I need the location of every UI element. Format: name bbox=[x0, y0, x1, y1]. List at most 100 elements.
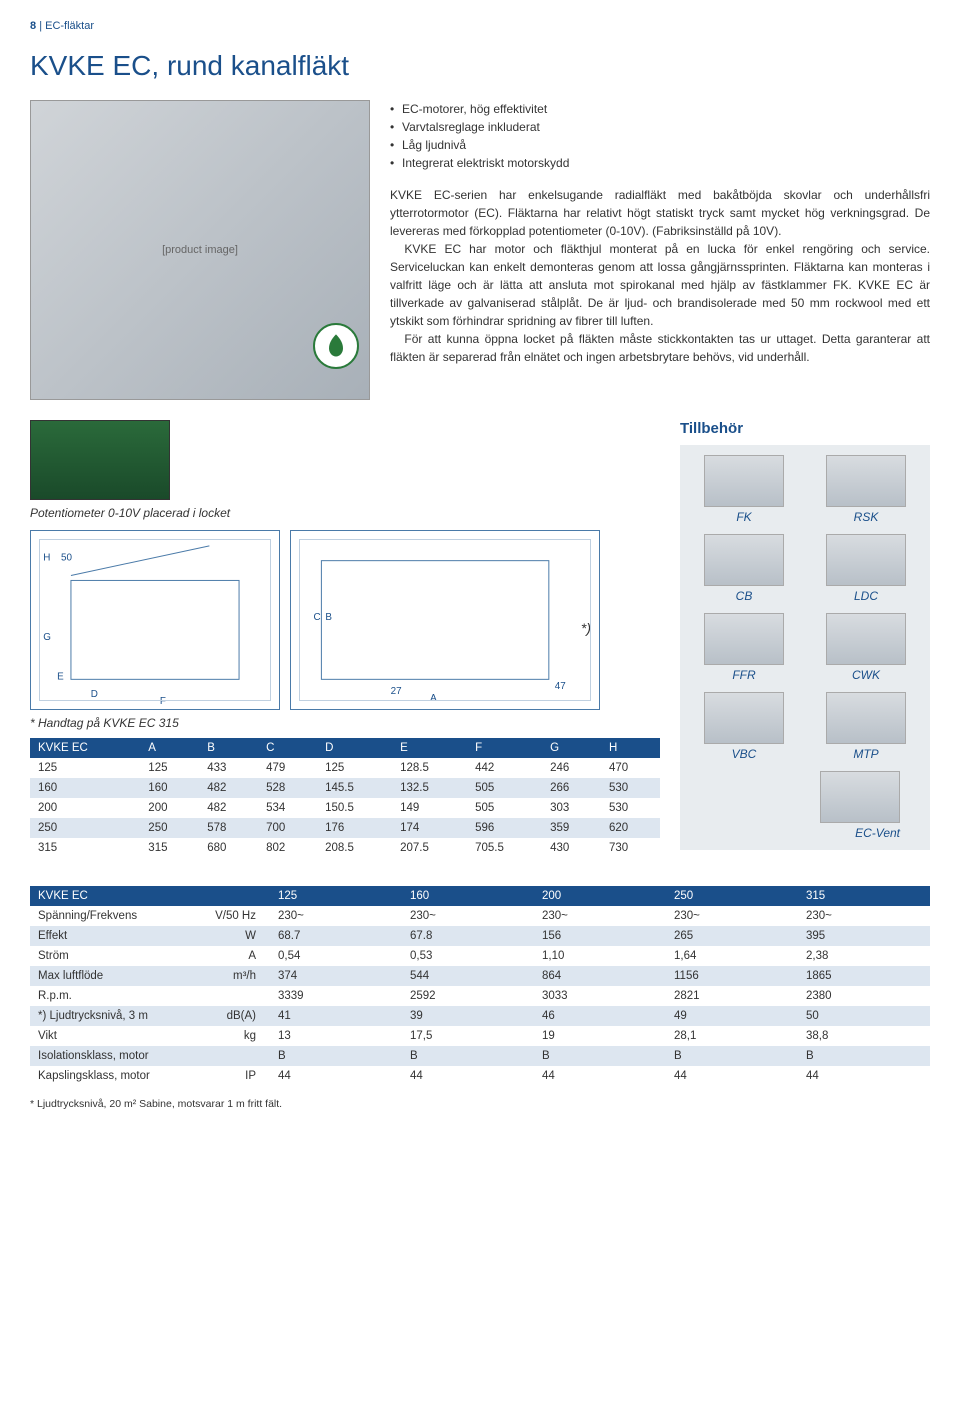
table-footnote: * Ljudtrycksnivå, 20 m² Sabine, motsvara… bbox=[30, 1098, 930, 1110]
potentiometer-caption: Potentiometer 0-10V placerad i locket bbox=[30, 506, 660, 520]
accessory-label: VBC bbox=[732, 747, 757, 761]
table-row: *) Ljudtrycksnivå, 3 mdB(A)4139464950 bbox=[30, 1006, 930, 1026]
table-header-cell: D bbox=[317, 738, 392, 758]
table-cell: 482 bbox=[199, 798, 258, 818]
table-cell: 0,54 bbox=[270, 946, 402, 966]
table-cell: m³/h bbox=[200, 966, 270, 986]
specifications-table: KVKE EC125160200250315 Spänning/Frekvens… bbox=[30, 886, 930, 1086]
paragraph: KVKE EC-serien har enkelsugande radialfl… bbox=[390, 186, 930, 240]
table-row: 160160482528145.5132.5505266530 bbox=[30, 778, 660, 798]
accessory-label: FK bbox=[736, 510, 751, 524]
table-cell: 530 bbox=[601, 778, 660, 798]
svg-text:A: A bbox=[430, 693, 437, 704]
accessory-item: CB bbox=[690, 534, 798, 603]
table-header-cell bbox=[200, 886, 270, 906]
table-cell: 2,38 bbox=[798, 946, 930, 966]
table-cell: IP bbox=[200, 1066, 270, 1086]
table-cell: 730 bbox=[601, 838, 660, 858]
accessory-item: FFR bbox=[690, 613, 798, 682]
table-cell: R.p.m. bbox=[30, 986, 200, 1006]
table-cell: 303 bbox=[542, 798, 601, 818]
accessory-item: VBC bbox=[690, 692, 798, 761]
accessory-label: RSK bbox=[854, 510, 879, 524]
bullet-item: EC-motorer, hög effektivitet bbox=[390, 100, 930, 118]
product-photo: [product image] bbox=[30, 100, 370, 400]
paragraph: För att kunna öppna locket på fläkten må… bbox=[390, 330, 930, 366]
accessory-label: MTP bbox=[853, 747, 878, 761]
table-cell: 230~ bbox=[270, 906, 402, 926]
table-row: EffektW68.767.8156265395 bbox=[30, 926, 930, 946]
accessories-grid: FK RSK CB LDC FFR CWK VBC MTP EC-Vent bbox=[680, 445, 930, 850]
table-cell: 1,64 bbox=[666, 946, 798, 966]
handle-footnote: * Handtag på KVKE EC 315 bbox=[30, 716, 660, 730]
table-cell: 230~ bbox=[402, 906, 534, 926]
table-cell: 315 bbox=[140, 838, 199, 858]
accessory-thumb bbox=[704, 534, 784, 586]
svg-text:F: F bbox=[160, 696, 166, 707]
table-cell: Effekt bbox=[30, 926, 200, 946]
table-cell: 2380 bbox=[798, 986, 930, 1006]
table-cell: 479 bbox=[258, 758, 317, 778]
accessory-thumb bbox=[826, 613, 906, 665]
table-cell: 39 bbox=[402, 1006, 534, 1026]
green-ventilation-badge bbox=[313, 323, 359, 369]
table-cell: kg bbox=[200, 1026, 270, 1046]
accessory-item: EC-Vent bbox=[690, 771, 920, 840]
table-cell: B bbox=[534, 1046, 666, 1066]
table-row: Max luftflödem³/h37454486411561865 bbox=[30, 966, 930, 986]
table-cell: 160 bbox=[30, 778, 140, 798]
page-number: 8 bbox=[30, 20, 36, 32]
table-cell: 3033 bbox=[534, 986, 666, 1006]
drawing-side: H 50 G E D F bbox=[30, 530, 280, 710]
table-cell: A bbox=[200, 946, 270, 966]
table-cell: 156 bbox=[534, 926, 666, 946]
bullet-item: Varvtalsreglage inkluderat bbox=[390, 118, 930, 136]
table-cell: 266 bbox=[542, 778, 601, 798]
table-cell: 544 bbox=[402, 966, 534, 986]
table-cell: 246 bbox=[542, 758, 601, 778]
table-row: Kapslingsklass, motorIP4444444444 bbox=[30, 1066, 930, 1086]
table-cell: 149 bbox=[392, 798, 467, 818]
table-cell: 505 bbox=[467, 798, 542, 818]
table-cell: 0,53 bbox=[402, 946, 534, 966]
table-header-cell: A bbox=[140, 738, 199, 758]
table-header-cell: C bbox=[258, 738, 317, 758]
table-cell: 395 bbox=[798, 926, 930, 946]
table-cell: 482 bbox=[199, 778, 258, 798]
table-header-cell: KVKE EC bbox=[30, 886, 200, 906]
table-cell: Spänning/Frekvens bbox=[30, 906, 200, 926]
table-cell: 200 bbox=[30, 798, 140, 818]
bullet-item: Integrerat elektriskt motorskydd bbox=[390, 154, 930, 172]
accessory-item: LDC bbox=[812, 534, 920, 603]
table-header-cell: 125 bbox=[270, 886, 402, 906]
table-header-cell: E bbox=[392, 738, 467, 758]
table-cell: 250 bbox=[140, 818, 199, 838]
table-cell: 208.5 bbox=[317, 838, 392, 858]
page-header: 8 | EC-fläktar bbox=[30, 20, 930, 32]
table-cell: 442 bbox=[467, 758, 542, 778]
accessory-thumb bbox=[704, 455, 784, 507]
table-cell: 315 bbox=[30, 838, 140, 858]
table-cell: 44 bbox=[798, 1066, 930, 1086]
table-cell: 470 bbox=[601, 758, 660, 778]
table-cell: 49 bbox=[666, 1006, 798, 1026]
table-cell: 620 bbox=[601, 818, 660, 838]
accessory-label: CB bbox=[736, 589, 753, 603]
table-cell: 44 bbox=[666, 1066, 798, 1086]
accessory-item: MTP bbox=[812, 692, 920, 761]
table-header-cell: 315 bbox=[798, 886, 930, 906]
table-cell: 230~ bbox=[798, 906, 930, 926]
section-name: EC-fläktar bbox=[45, 20, 94, 32]
table-cell: 176 bbox=[317, 818, 392, 838]
table-cell: 207.5 bbox=[392, 838, 467, 858]
table-cell: 265 bbox=[666, 926, 798, 946]
dimensions-table: KVKE ECABCDEFGH 125125433479125128.54422… bbox=[30, 738, 660, 858]
svg-text:27: 27 bbox=[391, 686, 402, 697]
table-cell: 145.5 bbox=[317, 778, 392, 798]
svg-text:G: G bbox=[43, 632, 51, 643]
table-cell: 534 bbox=[258, 798, 317, 818]
table-cell: 132.5 bbox=[392, 778, 467, 798]
accessory-thumb bbox=[704, 692, 784, 744]
table-cell: 433 bbox=[199, 758, 258, 778]
table-cell: 28,1 bbox=[666, 1026, 798, 1046]
